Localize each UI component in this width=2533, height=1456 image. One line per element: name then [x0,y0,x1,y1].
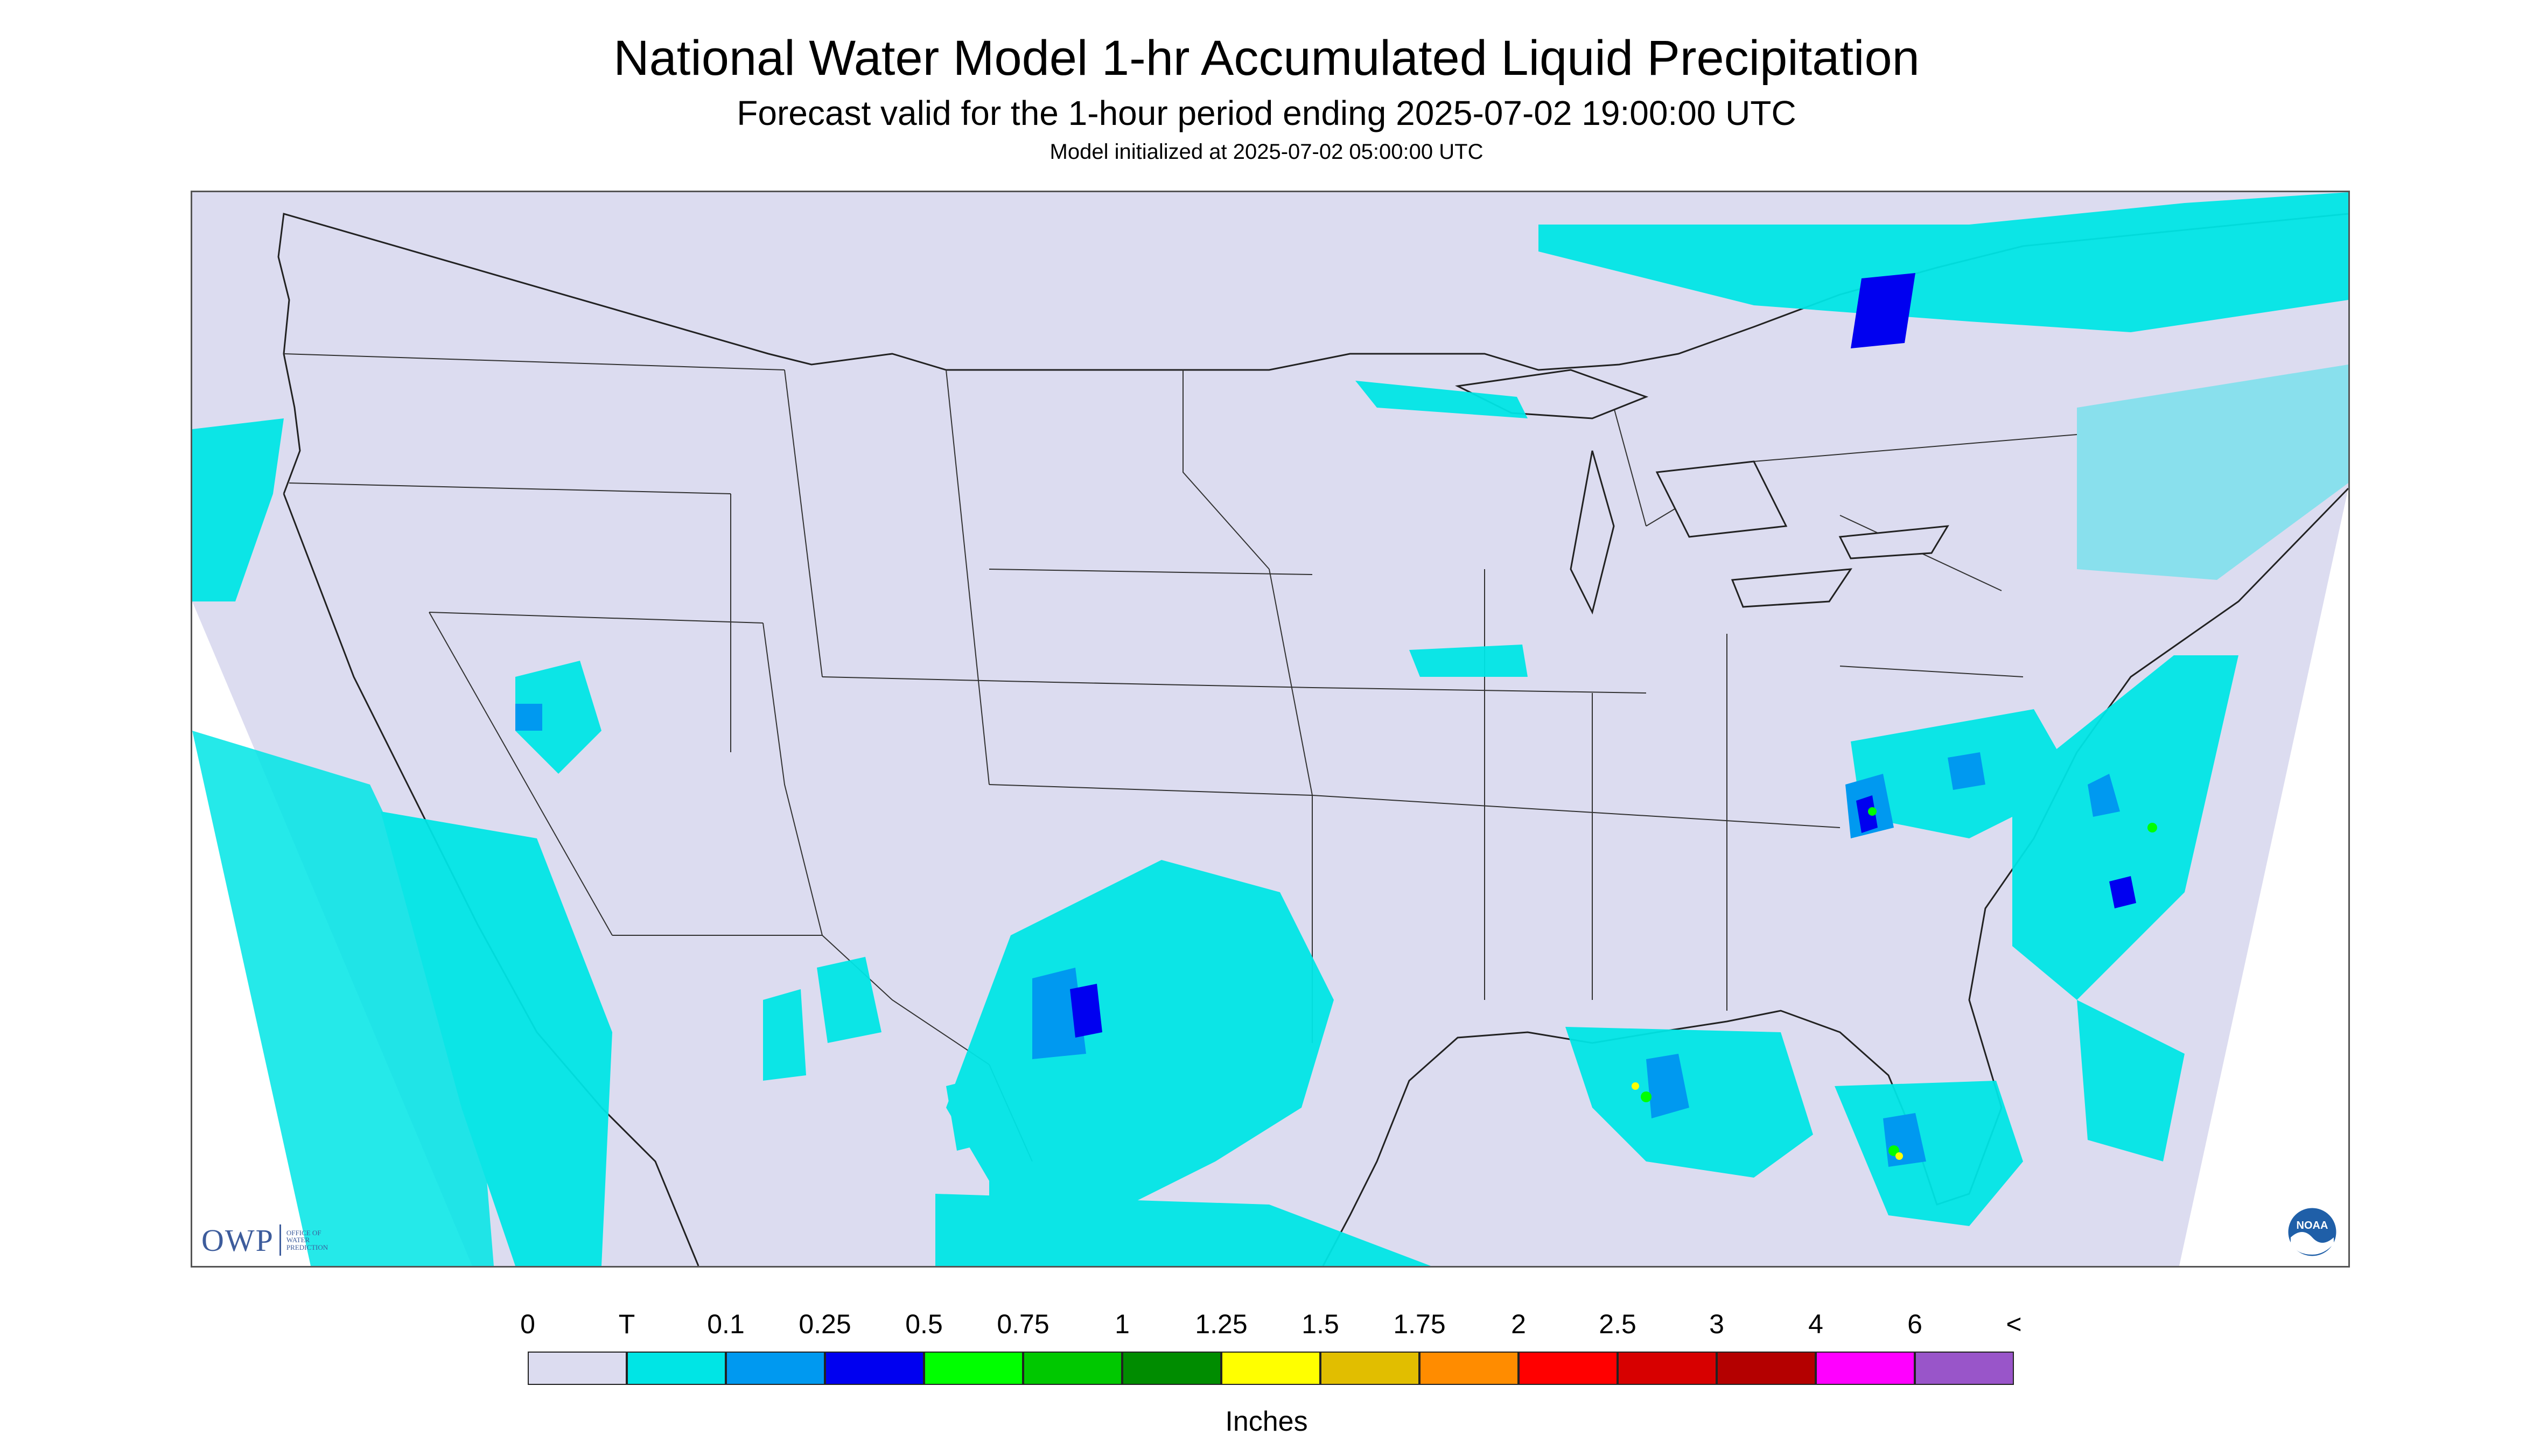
legend-swatch [1915,1352,2014,1385]
legend-swatch [1221,1352,1320,1385]
legend-swatch [924,1352,1023,1385]
noaa-logo: NOAA [2286,1206,2338,1258]
legend-swatch [1023,1352,1122,1385]
great-lakes [1455,369,1949,615]
precipitation-map [191,191,2350,1268]
map-subtitle: Forecast valid for the 1-hour period end… [737,94,1796,132]
legend-label: 6 [1907,1309,1922,1339]
legend-swatch [627,1352,726,1385]
legend-swatch [1816,1352,1915,1385]
legend-swatch [825,1352,924,1385]
owp-logo-text: OWP [201,1222,274,1258]
owp-logo: OWP OFFICE OF WATER PREDICTION [201,1221,328,1259]
map-title: National Water Model 1-hr Accumulated Li… [613,31,1920,86]
legend-label: < [2006,1309,2022,1339]
legend-swatch [726,1352,825,1385]
legend-label: 1.5 [1302,1309,1339,1339]
legend-label: 3 [1709,1309,1724,1339]
legend-swatch [1519,1352,1618,1385]
precip-heavy [1641,807,2157,1156]
legend-swatch [1618,1352,1717,1385]
precip-heavier [1632,1082,1903,1160]
owp-logo-divider [279,1224,281,1256]
legend-label: 1.25 [1195,1309,1248,1339]
legend-label: 0.1 [707,1309,745,1339]
legend-label: 0 [520,1309,535,1339]
model-init-time: Model initialized at 2025-07-02 05:00:00… [1049,140,1484,164]
legend-label: T [618,1309,635,1339]
legend-swatch [1419,1352,1519,1385]
legend-swatch [1320,1352,1419,1385]
precip-moderate [1070,273,2136,1038]
legend-label: 4 [1808,1309,1823,1339]
legend-swatch [1717,1352,1816,1385]
legend-label: 2.5 [1599,1309,1636,1339]
map-domain [192,192,2348,1266]
legend-label: 2 [1511,1309,1526,1339]
legend-swatch [528,1352,627,1385]
legend-label: 0.25 [799,1309,851,1339]
owp-logo-subtext: OFFICE OF WATER PREDICTION [286,1228,328,1251]
legend-label: 0.75 [997,1309,1049,1339]
legend-unit: Inches [1225,1406,1308,1437]
color-legend: Inches 0 T 0.1 0.25 0.5 0.75 1 1.25 1.5 1.75 2 2.5 3… [0,1292,2533,1454]
legend-label: 0.5 [905,1309,943,1339]
legend-swatch [1122,1352,1221,1385]
precip-trace [192,192,2348,1266]
noaa-logo-text: NOAA [2297,1220,2328,1231]
legend-label: 1.75 [1393,1309,1446,1339]
legend-label: 1 [1115,1309,1130,1339]
